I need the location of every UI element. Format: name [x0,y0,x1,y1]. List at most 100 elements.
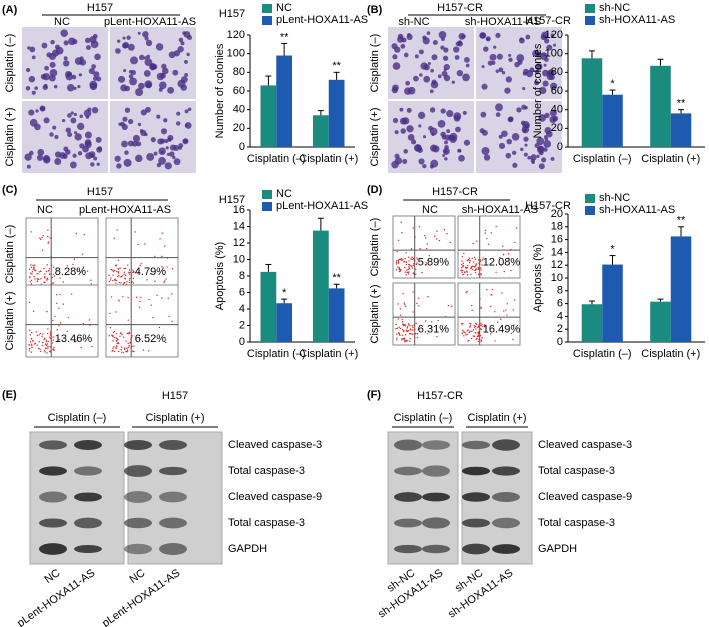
event [67,316,70,319]
event [510,269,512,272]
event [470,323,472,325]
colony [39,105,46,112]
colony [394,157,403,165]
colony [544,112,550,119]
colony [49,61,56,68]
event [436,230,438,232]
y-tick-label: 100 [227,48,245,60]
colony [542,52,546,56]
event [423,234,426,237]
event [475,328,477,330]
event [156,294,158,297]
colony [79,143,85,149]
colony [150,137,156,143]
event [139,300,141,303]
y-tick-label: 0 [239,336,245,348]
colony [525,34,531,40]
apoptosis-percent: 8.28% [55,266,86,278]
flow-plot [457,282,521,346]
event [409,333,412,335]
y-tick-label: 20 [551,122,563,134]
event [171,320,173,323]
colony [120,84,128,92]
event [478,324,480,326]
event [477,259,480,261]
event [479,324,482,327]
colony [28,75,36,83]
event [120,348,122,351]
band [74,517,102,529]
colony [145,106,151,113]
event [31,338,33,340]
event [39,348,41,350]
event [463,252,465,254]
event [146,279,148,281]
colony [536,137,545,146]
legend-label: sh-HOXA11-AS [599,204,675,216]
event [399,314,402,316]
colony [481,83,488,90]
event [31,273,33,275]
event [82,338,85,341]
colony [514,61,520,68]
panel-label: (A) [2,4,18,16]
event [56,329,58,331]
colony [115,48,121,54]
event [134,231,136,233]
event [137,271,139,273]
event [486,237,488,240]
colony [143,56,148,60]
event [481,324,483,326]
event [31,271,34,273]
event [451,305,453,308]
event [401,329,404,331]
colony [498,67,504,73]
colony [422,35,427,41]
band [492,439,520,451]
event [52,319,54,322]
y-tick-label: 80 [551,66,563,78]
event [471,330,473,332]
colony [464,56,470,63]
panel-label: (C) [2,184,18,196]
colony [523,152,528,157]
event [59,277,61,279]
colony [160,150,164,154]
event [470,273,472,276]
row-label: Cisplatin (+) [369,108,381,167]
event [461,271,463,274]
event [70,293,73,295]
colony [418,158,425,165]
y-tick-label: 60 [233,85,245,97]
event [148,298,150,301]
y-tick-label: 40 [233,104,245,116]
event [147,350,150,352]
y-tick-label: 20 [551,208,563,220]
event [462,329,464,332]
colony [402,158,408,164]
event [161,266,163,268]
colony [403,149,408,154]
x-tick-label: Cisplatin (+) [641,153,700,165]
colony [508,53,512,58]
colony [547,69,555,77]
colony [538,114,546,122]
event [485,288,488,291]
colony [94,53,101,61]
colony [72,153,77,158]
colony [479,32,487,39]
colony [550,33,555,38]
event [412,258,415,260]
event [83,233,86,236]
colony [432,145,440,153]
event [433,235,436,238]
event [421,271,423,274]
event [482,257,484,259]
colony [479,128,485,134]
event [481,337,483,339]
y-tick-label: 8 [239,270,245,282]
column-label: sh-HOXA11-AS [462,204,538,216]
event [50,331,52,333]
event [47,241,50,243]
